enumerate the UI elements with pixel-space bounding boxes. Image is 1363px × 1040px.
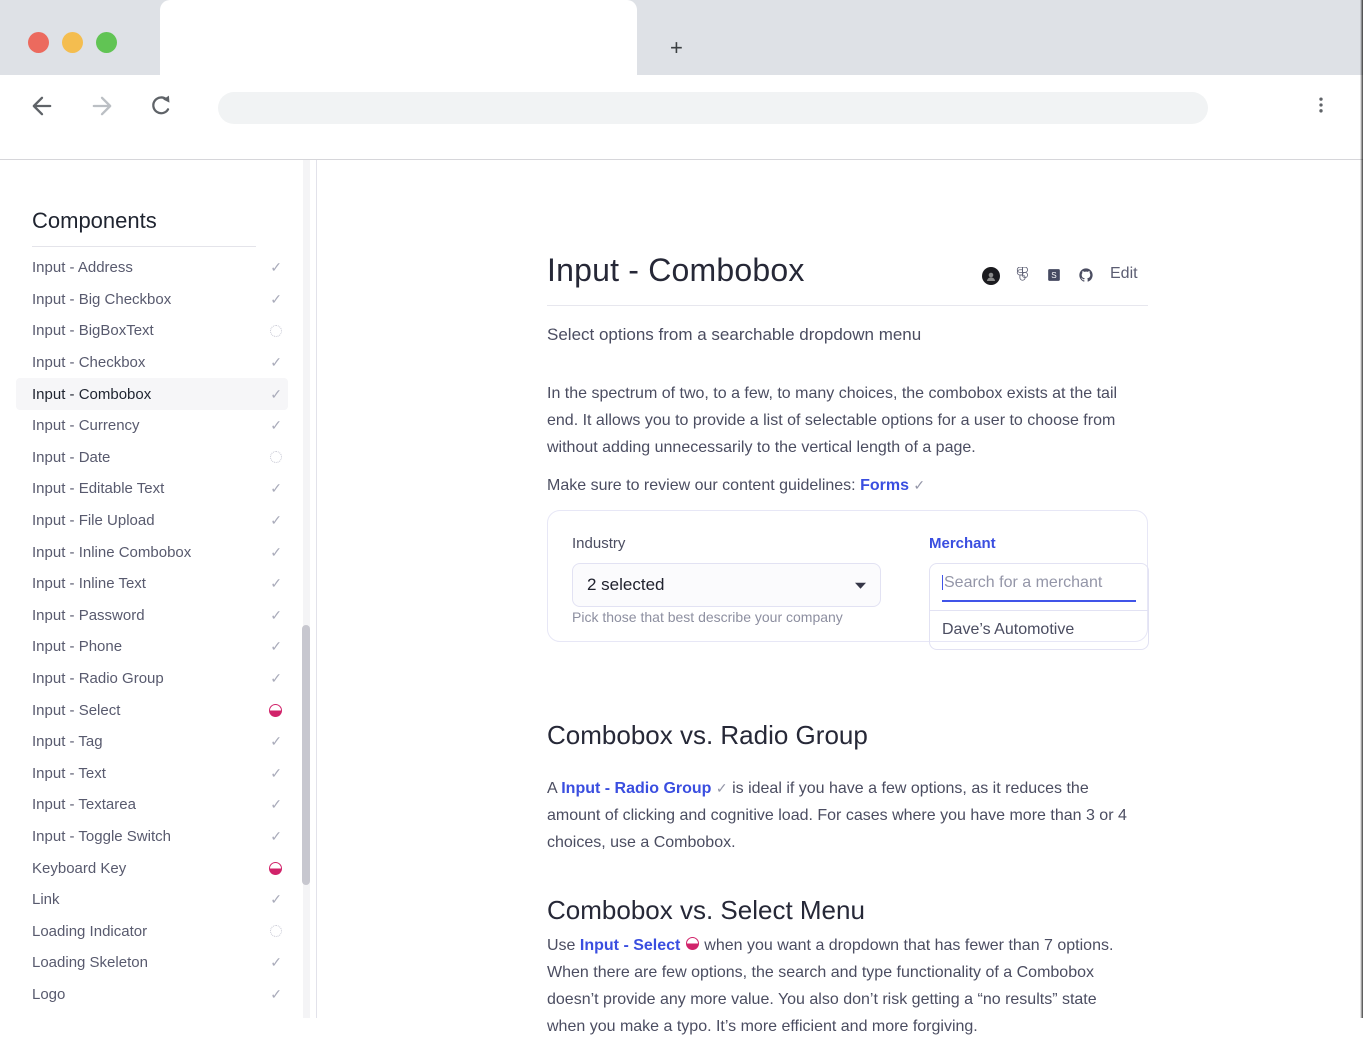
svg-text:S: S [1051, 271, 1057, 280]
